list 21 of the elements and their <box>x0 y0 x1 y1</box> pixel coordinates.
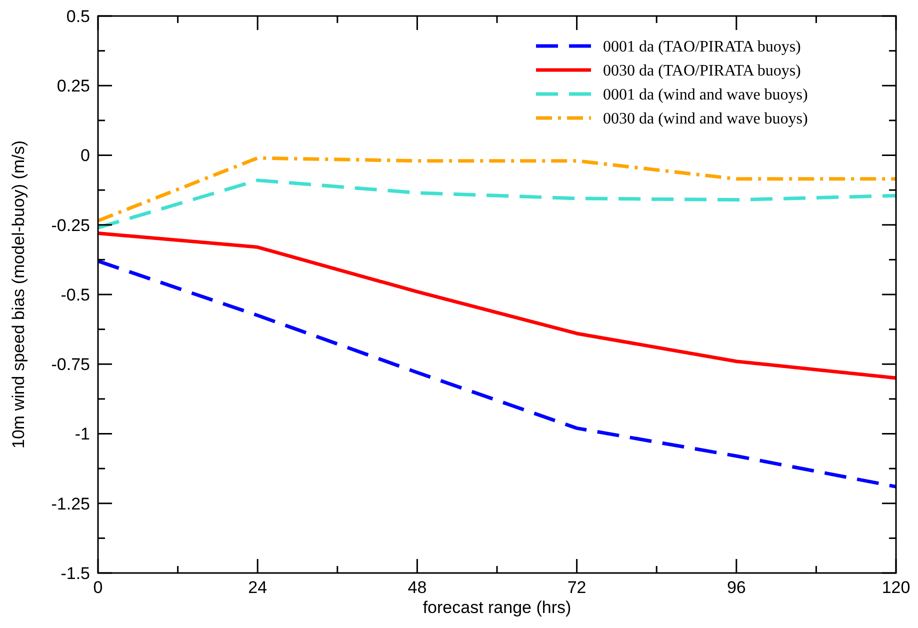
y-tick-label: -0.25 <box>51 216 90 235</box>
x-tick-label: 0 <box>93 578 103 597</box>
legend-label: 0030 da (TAO/PIRATA buoys) <box>603 62 801 80</box>
x-tick-label: 120 <box>882 578 910 597</box>
y-tick-label: -1.25 <box>51 494 90 514</box>
legend-label: 0001 da (wind and wave buoys) <box>603 86 808 104</box>
y-tick-label: -1 <box>74 424 90 444</box>
y-tick-label: 0 <box>80 146 90 166</box>
y-tick-label: 0.25 <box>56 76 90 96</box>
x-tick-label: 72 <box>567 578 586 597</box>
legend-label: 0030 da (wind and wave buoys) <box>603 110 808 128</box>
x-tick-label: 48 <box>408 578 427 597</box>
y-tick-label: -1.5 <box>60 564 90 583</box>
x-axis-title: forecast range (hrs) <box>422 598 572 617</box>
x-tick-label: 96 <box>726 578 746 597</box>
y-tick-label: -0.5 <box>60 285 90 304</box>
y-tick-label: 0.5 <box>66 6 90 26</box>
x-tick-label: 24 <box>248 578 268 597</box>
legend-label: 0001 da (TAO/PIRATA buoys) <box>603 38 801 56</box>
y-axis-title: 10m wind speed bias (model-buoy) (m/s) <box>9 140 28 449</box>
y-tick-label: -0.75 <box>51 355 90 374</box>
